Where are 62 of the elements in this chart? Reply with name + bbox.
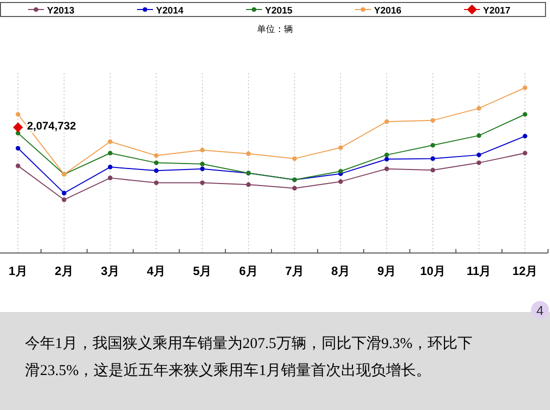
point xyxy=(200,148,205,152)
legend-label: Y2016 xyxy=(374,6,402,16)
text: 4 xyxy=(536,303,544,318)
point xyxy=(13,122,23,132)
point xyxy=(522,112,528,117)
point xyxy=(522,85,528,90)
point xyxy=(476,152,482,158)
point xyxy=(154,160,159,166)
point xyxy=(108,164,112,170)
point xyxy=(108,176,112,180)
point xyxy=(292,156,297,161)
point xyxy=(16,164,20,168)
x-tick-label: 6月 xyxy=(239,264,258,278)
point xyxy=(384,152,390,158)
point xyxy=(476,106,482,111)
x-tick-label: 3月 xyxy=(100,264,120,278)
legend-label: Y2014 xyxy=(156,6,184,16)
point xyxy=(154,180,159,186)
point xyxy=(108,139,112,144)
point xyxy=(200,162,205,166)
point xyxy=(430,118,436,123)
point xyxy=(522,150,528,156)
x-tick-label: 4月 xyxy=(146,264,166,278)
chart-subtitle: 单位：辆 xyxy=(257,24,293,34)
point xyxy=(108,150,112,156)
x-tick-label: 8月 xyxy=(331,264,350,278)
legend-label: Y2013 xyxy=(47,6,74,16)
data-label: 2,074,732 xyxy=(27,120,76,132)
point xyxy=(384,166,390,172)
point xyxy=(384,119,390,124)
x-tick-label: 7月 xyxy=(285,264,304,278)
x-tick-label: 9月 xyxy=(377,264,396,278)
point xyxy=(200,166,205,172)
legend-label: Y2015 xyxy=(265,6,294,16)
point xyxy=(154,153,159,158)
x-tick-label: 1月 xyxy=(8,264,28,278)
point xyxy=(292,186,297,191)
x-tick-label: 12月 xyxy=(512,264,538,278)
x-tick-label: 5月 xyxy=(193,264,212,278)
point xyxy=(338,168,343,174)
point xyxy=(476,133,482,138)
point xyxy=(16,112,20,117)
point xyxy=(338,179,343,184)
point xyxy=(430,168,436,172)
point xyxy=(200,180,205,186)
x-tick-label: 10月 xyxy=(420,264,446,278)
point xyxy=(430,156,436,161)
point xyxy=(62,197,66,202)
x-tick-label: 2月 xyxy=(54,264,74,278)
legend-label: Y2017 xyxy=(483,6,510,16)
point xyxy=(476,160,482,166)
point xyxy=(154,168,159,173)
point xyxy=(246,151,251,156)
point xyxy=(430,142,436,148)
point xyxy=(384,156,390,162)
point xyxy=(62,190,66,196)
point xyxy=(16,146,20,151)
text: 今年1月，我国狭义乘用车销量为207.5万辆，同比下滑9.3%，环比下滑23.5%，这是近五年来狭义乘用车1月销量首次出现负增长。 xyxy=(25,335,472,379)
x-tick-label: 11月 xyxy=(466,264,492,278)
point xyxy=(522,134,528,138)
point xyxy=(246,182,251,187)
point xyxy=(338,145,343,150)
